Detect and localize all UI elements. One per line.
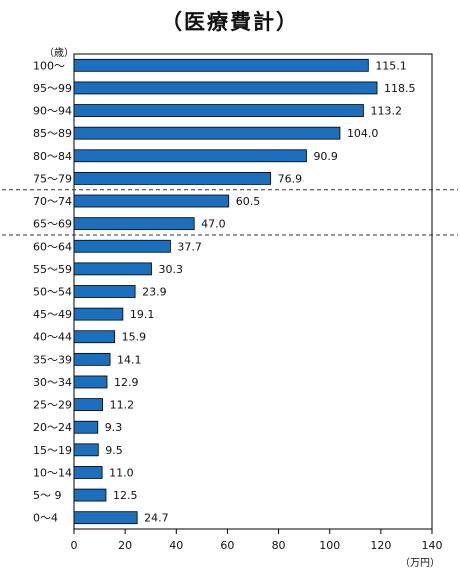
value-label-3: 104.0 <box>347 127 379 140</box>
bar-6 <box>73 194 230 208</box>
value-label-20: 24.7 <box>144 512 169 525</box>
category-label-0: 100〜 <box>33 59 65 72</box>
bar-2 <box>73 104 364 117</box>
category-label-7: 65〜69 <box>33 218 72 231</box>
bar-10 <box>73 285 136 298</box>
bar-15 <box>73 398 104 411</box>
value-label-9: 30.3 <box>158 263 183 276</box>
bar-13 <box>73 352 111 366</box>
value-label-18: 11.0 <box>109 466 134 479</box>
x-tick-label-0: 0 <box>71 539 78 552</box>
bar-14 <box>73 375 108 389</box>
bar-9 <box>73 262 152 276</box>
category-label-13: 35〜39 <box>33 353 72 366</box>
category-label-8: 60〜64 <box>33 240 72 253</box>
bar-19 <box>73 488 107 502</box>
bar-0 <box>73 58 369 72</box>
x-tick-label-6: 120 <box>370 539 391 552</box>
value-label-6: 60.5 <box>236 195 261 208</box>
category-label-4: 80〜84 <box>33 150 72 163</box>
category-label-14: 30〜34 <box>33 376 72 389</box>
value-label-1: 118.5 <box>384 82 416 95</box>
category-label-17: 15〜19 <box>33 444 72 457</box>
x-tick-label-1: 20 <box>118 539 132 552</box>
category-label-12: 40〜44 <box>33 331 72 344</box>
category-label-19: 5〜 9 <box>33 489 62 502</box>
category-label-20: 0〜4 <box>33 512 58 525</box>
value-label-19: 12.5 <box>113 489 138 502</box>
x-tick-label-3: 60 <box>220 539 234 552</box>
category-label-3: 85〜89 <box>33 127 72 140</box>
value-label-13: 14.1 <box>117 353 142 366</box>
value-label-0: 115.1 <box>375 59 407 72</box>
category-label-16: 20〜24 <box>33 421 72 434</box>
bar-11 <box>73 307 124 321</box>
x-tick-label-7: 140 <box>422 539 443 552</box>
bar-5 <box>73 172 272 185</box>
category-label-10: 50〜54 <box>33 286 72 299</box>
value-label-16: 9.3 <box>105 421 123 434</box>
value-label-12: 15.9 <box>122 331 147 344</box>
bar-8 <box>73 239 171 253</box>
value-label-10: 23.9 <box>142 286 167 299</box>
category-label-1: 95〜99 <box>33 82 72 95</box>
value-label-11: 19.1 <box>130 308 155 321</box>
value-label-2: 113.2 <box>370 105 402 118</box>
bar-7 <box>73 217 195 231</box>
bar-4 <box>73 149 307 163</box>
category-label-9: 55〜59 <box>33 263 72 276</box>
value-label-8: 37.7 <box>177 240 202 253</box>
bar-18 <box>73 466 103 479</box>
x-tick-label-4: 80 <box>272 539 286 552</box>
category-label-5: 75〜79 <box>33 172 72 185</box>
bar-16 <box>73 420 99 434</box>
category-label-18: 10〜14 <box>33 466 72 479</box>
value-label-14: 12.9 <box>114 376 139 389</box>
y-axis-label: （歳） <box>44 48 74 59</box>
value-label-7: 47.0 <box>201 218 226 231</box>
category-label-15: 25〜29 <box>33 399 72 412</box>
bar-1 <box>73 81 378 95</box>
category-label-11: 45〜49 <box>33 308 72 321</box>
value-label-5: 76.9 <box>278 172 303 185</box>
x-tick-label-5: 100 <box>319 539 340 552</box>
bar-20 <box>73 511 138 525</box>
bar-12 <box>73 330 116 344</box>
bar-3 <box>73 126 341 140</box>
x-tick-label-2: 40 <box>169 539 183 552</box>
value-label-15: 11.2 <box>110 399 135 412</box>
category-label-2: 90〜94 <box>33 105 72 118</box>
x-axis-unit-label: （万円） <box>400 558 440 569</box>
chart-title: （医療費計） <box>161 10 299 34</box>
category-label-6: 70〜74 <box>33 195 72 208</box>
value-label-17: 9.5 <box>105 444 123 457</box>
bar-17 <box>73 443 99 457</box>
value-label-4: 90.9 <box>313 150 338 163</box>
